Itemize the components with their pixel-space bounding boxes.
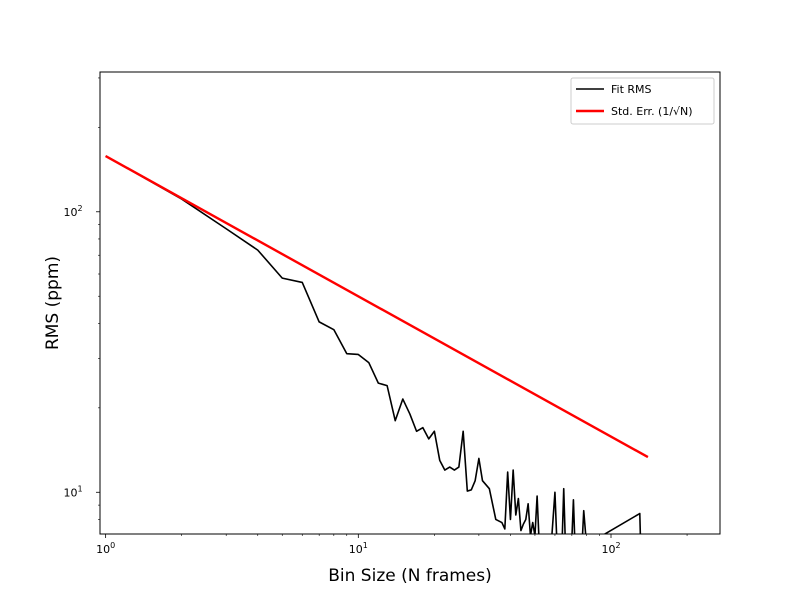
series-layer — [105, 155, 649, 534]
y-tick-label: 102 — [63, 204, 82, 219]
legend-label-std-err: Std. Err. (1/√N) — [611, 105, 693, 118]
legend-box — [570, 77, 715, 125]
y-tick-label: 101 — [63, 484, 82, 499]
series-line-0 — [105, 155, 642, 534]
y-axis-label: RMS (ppm) — [43, 256, 63, 350]
x-tick-label: 101 — [349, 541, 368, 556]
plot-area — [99, 71, 721, 535]
x-axis-label: Bin Size (N frames) — [328, 566, 492, 586]
legend: Fit RMS Std. Err. (1/√N) — [570, 77, 715, 125]
axes-frame — [99, 71, 721, 535]
x-tick-label: 102 — [601, 541, 620, 556]
series-line-1 — [105, 155, 649, 459]
y-axis-ticks: 101 102 — [63, 77, 100, 520]
legend-label-fit-rms: Fit RMS — [611, 83, 652, 96]
x-axis-ticks: 100 101 102 — [96, 534, 688, 556]
x-tick-label: 100 — [96, 541, 115, 556]
